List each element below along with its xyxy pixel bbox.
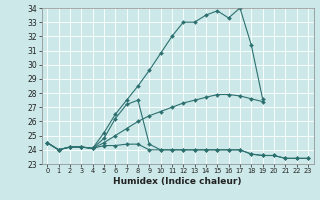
X-axis label: Humidex (Indice chaleur): Humidex (Indice chaleur) bbox=[113, 177, 242, 186]
